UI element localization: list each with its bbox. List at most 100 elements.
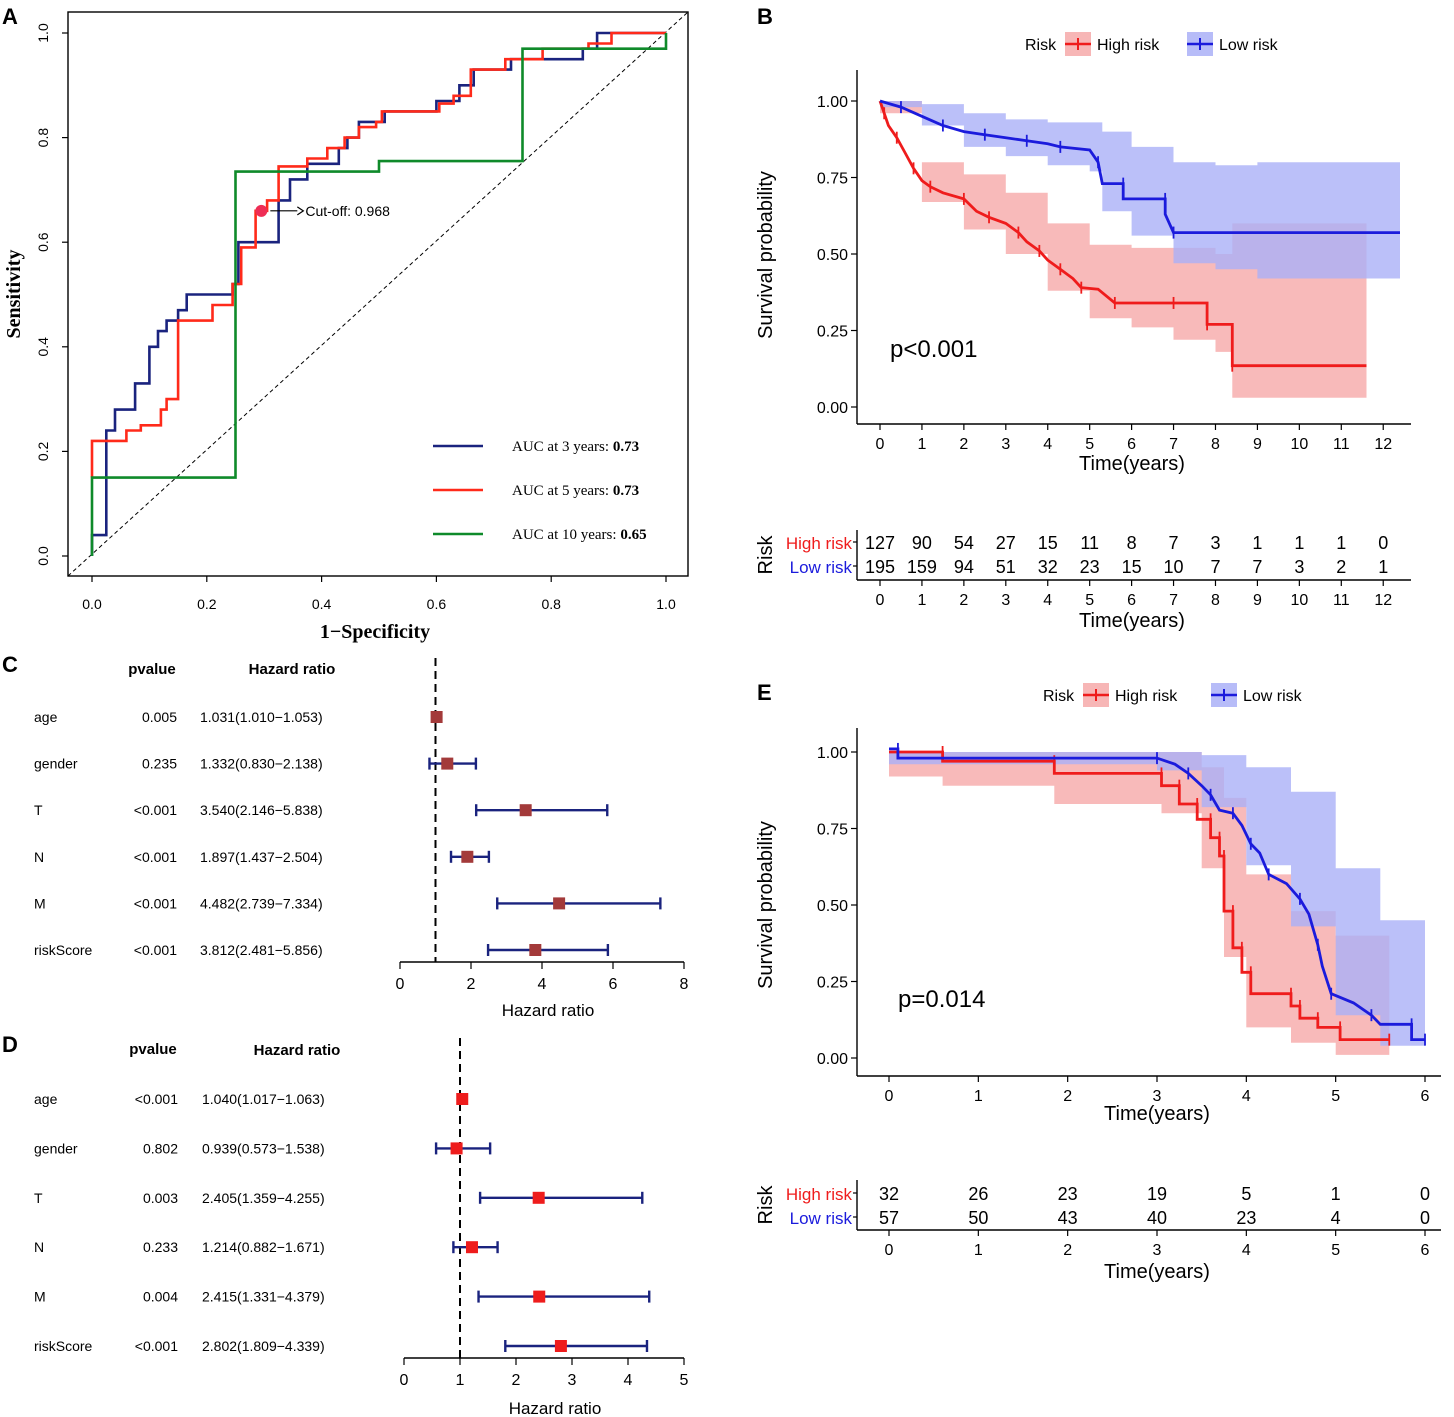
- panel-e: E Risk High risk Low risk 0.00 0.25 0.50 0.75…: [755, 680, 1441, 1283]
- forest-c-row-pvalue: <0.001: [134, 942, 177, 958]
- km-b-table-x-tick-label: 1: [917, 592, 926, 609]
- forest-d-row-name: age: [34, 1091, 58, 1107]
- km-e-table-x-tick-label: 0: [885, 1242, 894, 1259]
- forest-c-row-hr: 1.897(1.437−2.504): [200, 849, 323, 865]
- roc-x-axis-label: 1−Specificity: [320, 621, 430, 643]
- panel-d: D pvalue Hazard ratio 0 1 2 3 4 5 age <0.001 1.0…: [2, 1032, 689, 1417]
- forest-d-row-name: T: [34, 1190, 43, 1206]
- km-e-table-x-tick-label: 6: [1421, 1242, 1430, 1259]
- forest-c-row-name: M: [34, 895, 46, 911]
- km-b-table-row-label: High risk: [786, 534, 853, 553]
- km-b-table-x-tick-label: 6: [1127, 592, 1136, 609]
- km-b-table-cell: 11: [1080, 533, 1099, 553]
- km-b-curve-high-risk: [878, 100, 1367, 368]
- km-e-table-cell: 5: [1241, 1184, 1251, 1204]
- forest-c-x-tick-label: 8: [680, 976, 689, 993]
- forest-d-row-hr: 0.939(0.573−1.538): [202, 1140, 325, 1156]
- panel-e-label: E: [757, 680, 772, 705]
- km-b-table-cell: 15: [1038, 533, 1058, 553]
- km-e-y-tick-label: 0.75: [817, 822, 848, 839]
- forest-c-hr-point: [553, 897, 566, 910]
- km-e-y-axis-label: Survival probability: [755, 821, 777, 989]
- km-b-table-cell: 94: [954, 557, 974, 577]
- roc-x-tick-label: 1.0: [656, 596, 676, 612]
- km-b-table-cell: 0: [1378, 533, 1388, 553]
- km-b-table-cell: 127: [865, 533, 895, 553]
- forest-c-x-tick-label: 0: [396, 976, 405, 993]
- km-e-curve-low-risk: [889, 747, 1425, 1041]
- km-e-table-cell: 1: [1331, 1184, 1341, 1204]
- forest-d-row-name: gender: [34, 1140, 78, 1156]
- km-e-risk-table-x-label: Time(years): [1104, 1261, 1210, 1283]
- forest-c-hr-header: Hazard ratio: [249, 661, 336, 678]
- forest-d-hr-point: [450, 1142, 463, 1155]
- forest-d-row-pvalue: 0.004: [143, 1289, 178, 1305]
- km-e-table-row-label: Low risk: [790, 1209, 853, 1228]
- forest-d-x-tick-label: 0: [400, 1372, 409, 1389]
- km-b-table-cell: 7: [1169, 533, 1179, 553]
- km-b-table-cell: 195: [865, 557, 895, 577]
- km-b-x-tick-label: 11: [1333, 436, 1350, 453]
- km-b-x-axis-label: Time(years): [1079, 453, 1185, 475]
- roc-legend-entry: AUC at 5 years: 0.73: [512, 483, 639, 499]
- forest-c-row-hr: 3.812(2.481−5.856): [200, 942, 323, 958]
- roc-curve-auc-at-5-years-: [90, 31, 666, 478]
- km-b-x-tick-label: 0: [876, 436, 885, 453]
- roc-curve-auc-at-3-years-: [90, 31, 666, 556]
- forest-c-hr-point: [441, 757, 454, 770]
- km-e-table-cell: 26: [968, 1184, 988, 1204]
- forest-d-hr-point: [533, 1290, 546, 1303]
- km-b-table-cell: 32: [1038, 557, 1058, 577]
- km-b-table-x-tick-label: 10: [1290, 592, 1308, 609]
- km-b-x-tick-label: 7: [1169, 436, 1178, 453]
- forest-c-row-name: T: [34, 802, 43, 818]
- km-b-table-x-tick-label: 9: [1253, 592, 1262, 609]
- km-e-table-cell: 43: [1058, 1208, 1078, 1228]
- km-b-y-axis-label: Survival probability: [755, 171, 777, 339]
- km-e-x-tick-label: 3: [1153, 1088, 1162, 1105]
- km-b-table-cell: 10: [1164, 557, 1184, 577]
- km-e-table-cell: 19: [1147, 1184, 1167, 1204]
- roc-cutoff-arrowhead: [296, 206, 305, 216]
- km-b-table-x-tick-label: 0: [876, 592, 885, 609]
- forest-d-row-name: M: [34, 1289, 46, 1305]
- km-e-y-tick-label: 0.50: [817, 898, 848, 915]
- km-b-x-tick-label: 2: [959, 436, 968, 453]
- roc-x-tick-label: 0.0: [82, 596, 102, 612]
- km-e-ci-band-high-risk: [889, 752, 1390, 1055]
- roc-x-tick-label: 0.6: [427, 596, 447, 612]
- km-b-risk-table-x-label: Time(years): [1079, 610, 1185, 632]
- km-b-table-cell: 1: [1294, 533, 1304, 553]
- km-e-table-cell: 23: [1058, 1184, 1078, 1204]
- forest-c-row-pvalue: 0.235: [142, 756, 177, 772]
- forest-d-x-tick-label: 1: [456, 1372, 465, 1389]
- forest-d-row-name: N: [34, 1239, 44, 1255]
- panel-d-label: D: [2, 1032, 18, 1057]
- km-b-table-x-tick-label: 5: [1085, 592, 1094, 609]
- forest-d-hr-header: Hazard ratio: [254, 1042, 341, 1059]
- roc-x-tick-label: 0.4: [312, 596, 332, 612]
- forest-d-hr-point: [465, 1241, 478, 1254]
- km-b-y-tick-label: 0.75: [817, 171, 848, 188]
- km-e-x-tick-label: 6: [1421, 1088, 1430, 1105]
- roc-x-tick-label: 0.2: [197, 596, 217, 612]
- km-e-y-tick-label: 0.00: [817, 1051, 848, 1068]
- km-e-x-axis-label: Time(years): [1104, 1103, 1210, 1125]
- forest-d-x-tick-label: 5: [680, 1372, 689, 1389]
- panel-b: B Risk High risk Low risk 0.00 0.25 0.50 0.75…: [755, 4, 1411, 632]
- km-b-ci-band-low-risk: [880, 101, 1400, 282]
- forest-d-x-tick-label: 2: [512, 1372, 521, 1389]
- km-b-legend-entry: Low risk: [1219, 37, 1279, 54]
- forest-c-row-pvalue: <0.001: [134, 802, 177, 818]
- forest-c-hr-point: [430, 711, 443, 723]
- km-b-y-tick-label: 0.25: [817, 324, 848, 341]
- km-b-table-cell: 1: [1252, 533, 1262, 553]
- km-b-table-cell: 2: [1336, 557, 1346, 577]
- forest-d-row-pvalue: 0.802: [143, 1140, 178, 1156]
- km-b-table-x-tick-label: 8: [1211, 592, 1220, 609]
- km-e-x-tick-label: 4: [1242, 1088, 1251, 1105]
- km-b-table-x-tick-label: 4: [1043, 592, 1052, 609]
- km-b-table-x-tick-label: 7: [1169, 592, 1178, 609]
- km-b-table-row-label: Low risk: [790, 558, 853, 577]
